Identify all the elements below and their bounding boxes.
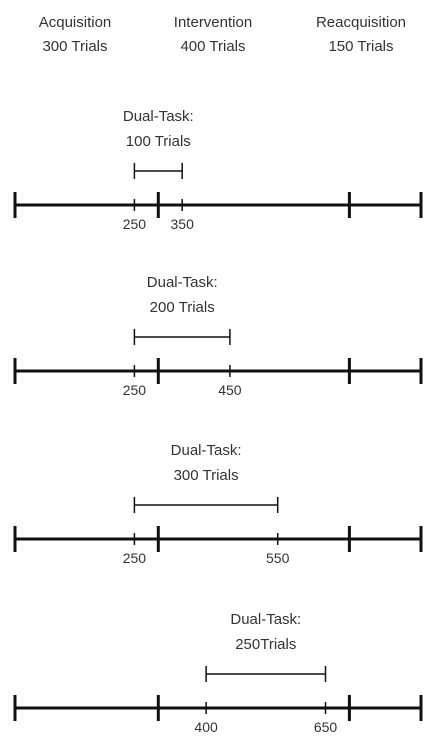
phase-reacquisition-trials: 150 Trials (328, 38, 393, 55)
panel-4-dual-task-title: Dual-Task: (230, 611, 301, 628)
panel-4-dual-task-trials: 250Trials (235, 636, 296, 653)
panel-4: Dual-Task: 250Trials 400 650 (13, 611, 423, 735)
panel-2-dual-task-trials: 200 Trials (150, 299, 215, 316)
panel-1-interval-start-label: 250 (123, 216, 147, 232)
phase-intervention-trials: 400 Trials (180, 38, 245, 55)
panel-2-interval-start-label: 250 (123, 382, 147, 398)
panel-3-dual-task-title: Dual-Task: (171, 442, 242, 459)
panel-4-interval-end-label: 650 (314, 719, 338, 735)
panel-1-dual-task-title: Dual-Task: (123, 108, 194, 125)
panel-1-dual-task-trials: 100 Trials (126, 133, 191, 150)
phase-acquisition-name: Acquisition (39, 14, 112, 31)
phase-intervention-name: Intervention (174, 14, 252, 31)
panel-1: Dual-Task: 100 Trials 250 350 (13, 108, 423, 232)
panel-1-interval-end-label: 350 (171, 216, 195, 232)
phase-reacquisition-name: Reacquisition (316, 14, 406, 31)
panel-3-interval-start-label: 250 (123, 550, 147, 566)
panel-3: Dual-Task: 300 Trials 250 550 (13, 442, 423, 566)
phase-headers: Acquisition 300 Trials Intervention 400 … (39, 14, 406, 55)
phase-acquisition-trials: 300 Trials (42, 38, 107, 55)
panel-2-interval-end-label: 450 (218, 382, 242, 398)
panel-4-interval-start-label: 400 (194, 719, 218, 735)
panel-2-dual-task-title: Dual-Task: (147, 274, 218, 291)
panel-3-dual-task-trials: 300 Trials (174, 467, 239, 484)
panel-3-interval-end-label: 550 (266, 550, 290, 566)
panel-2: Dual-Task: 200 Trials 250 450 (13, 274, 423, 398)
